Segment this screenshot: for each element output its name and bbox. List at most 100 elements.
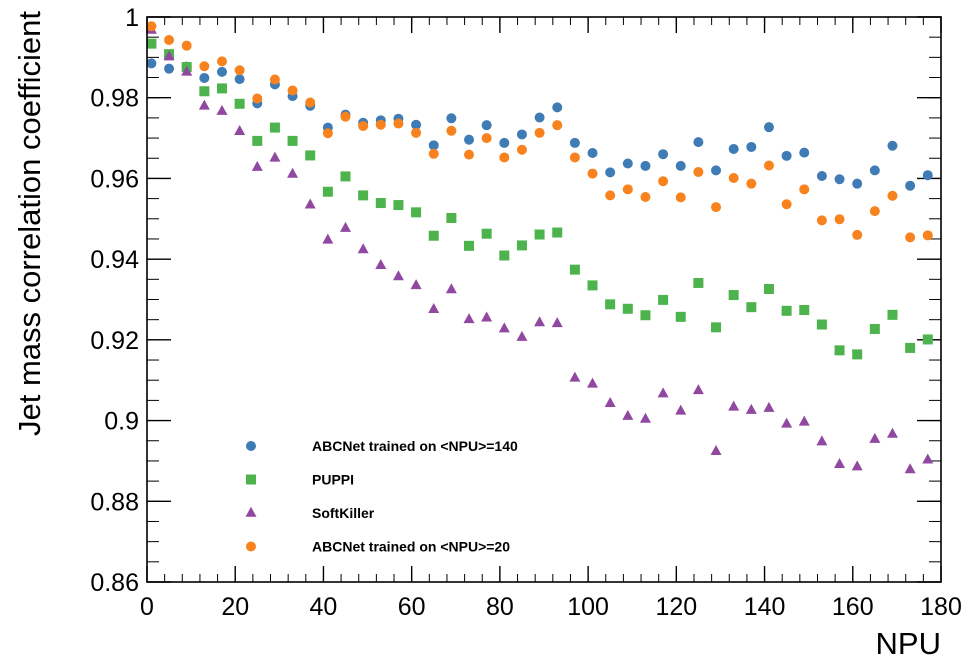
data-point: [587, 377, 599, 388]
data-point: [340, 111, 351, 122]
data-point: [869, 165, 880, 176]
data-point: [658, 149, 669, 160]
data-point: [728, 290, 739, 301]
data-point: [693, 277, 704, 288]
data-point: [746, 141, 757, 152]
data-point: [605, 190, 616, 201]
data-point: [340, 221, 351, 232]
data-point: [516, 129, 527, 140]
data-point: [869, 323, 880, 334]
legend-marker: [245, 506, 257, 517]
data-point: [164, 35, 175, 46]
series-2: [145, 23, 934, 474]
data-point: [552, 102, 563, 113]
x-axis-title: NPU: [876, 626, 941, 661]
data-point: [305, 150, 316, 161]
data-point: [869, 206, 880, 217]
data-point: [622, 158, 633, 169]
data-point: [587, 148, 598, 159]
data-point: [869, 432, 881, 443]
data-point: [781, 417, 793, 428]
data-point: [464, 149, 475, 160]
data-point: [763, 122, 774, 133]
data-point: [428, 148, 439, 159]
data-point: [305, 97, 316, 108]
data-point: [411, 207, 422, 218]
data-point: [146, 38, 157, 49]
data-point: [287, 167, 299, 178]
data-point: [675, 160, 686, 171]
data-point: [516, 330, 528, 341]
data-point: [199, 61, 210, 72]
data-point: [216, 56, 227, 67]
data-point: [199, 72, 210, 83]
data-point: [658, 294, 669, 305]
data-point: [393, 118, 404, 129]
data-point: [287, 135, 298, 146]
data-markers: [145, 21, 934, 474]
data-point: [852, 178, 863, 189]
legend-marker: [246, 474, 256, 485]
data-point: [481, 311, 493, 322]
data-point: [446, 212, 457, 223]
data-point: [640, 191, 651, 202]
data-point: [834, 457, 846, 468]
data-point: [251, 160, 263, 171]
data-point: [181, 65, 193, 76]
data-point: [605, 299, 616, 310]
data-point: [569, 137, 580, 148]
data-point: [799, 304, 810, 315]
data-point: [675, 192, 686, 203]
series-3: [146, 21, 933, 243]
data-point: [622, 184, 633, 195]
data-point: [587, 168, 598, 179]
data-point: [181, 40, 192, 51]
legend-label: ABCNet trained on <NPU>=140: [312, 438, 518, 454]
y-tick-label: 0.9: [104, 408, 139, 436]
data-point: [252, 93, 263, 104]
data-point: [198, 99, 210, 110]
data-point: [269, 122, 280, 133]
data-point: [481, 120, 492, 131]
data-point: [234, 74, 245, 85]
data-point: [922, 230, 933, 241]
data-point: [146, 58, 157, 69]
data-point: [834, 214, 845, 225]
data-point: [834, 174, 845, 185]
data-point: [852, 229, 863, 240]
x-tick-label: 0: [140, 593, 154, 621]
data-point: [728, 173, 739, 184]
data-point: [393, 200, 404, 211]
data-point: [622, 409, 634, 420]
data-point: [234, 125, 246, 136]
y-axis-title: Jet mass correlation coefficient: [12, 11, 47, 436]
data-point: [552, 120, 563, 131]
data-point: [746, 302, 757, 313]
data-point: [428, 302, 440, 313]
data-point: [657, 387, 669, 398]
data-point: [658, 176, 669, 187]
data-point: [711, 165, 722, 176]
y-tick-label: 0.86: [90, 569, 139, 597]
data-point: [481, 228, 492, 239]
data-point: [852, 349, 863, 360]
data-point: [252, 135, 263, 146]
data-point: [886, 427, 898, 438]
legend-label: SoftKiller: [312, 505, 375, 521]
data-point: [357, 243, 369, 254]
data-point: [693, 166, 704, 177]
data-point: [146, 21, 157, 32]
data-point: [499, 152, 510, 163]
y-tick-label: 0.96: [90, 165, 139, 193]
data-point: [922, 170, 933, 181]
legend-marker: [246, 541, 256, 552]
data-point: [428, 140, 439, 151]
data-point: [569, 152, 580, 163]
data-point: [287, 85, 298, 96]
data-point: [887, 140, 898, 151]
data-point: [798, 415, 810, 426]
data-point: [692, 384, 704, 395]
data-point: [710, 445, 722, 456]
data-point: [834, 345, 845, 356]
